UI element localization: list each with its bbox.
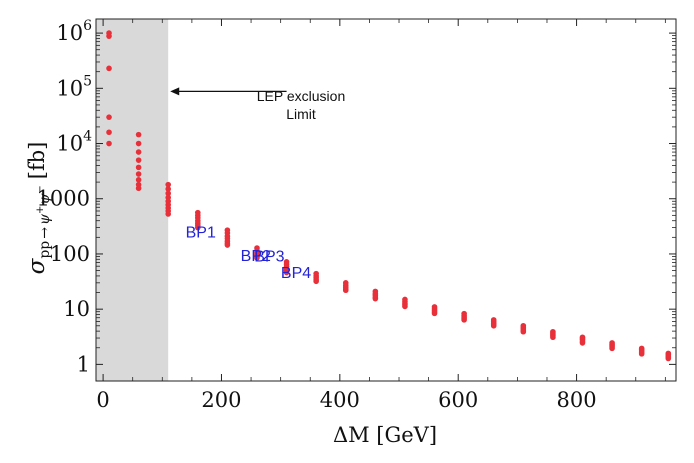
plot-background xyxy=(96,19,676,381)
ylabel-sub-pp: pp xyxy=(37,241,53,259)
data-point xyxy=(431,310,438,317)
data-point xyxy=(165,211,172,217)
ylabel-unit: [fb] xyxy=(25,142,49,180)
data-point xyxy=(402,303,408,310)
x-axis-title: ΔM [GeV] xyxy=(333,423,437,447)
y-axis-title: σpp→ψ+ψ−[fb] xyxy=(24,142,53,275)
data-point xyxy=(254,255,260,261)
data-point xyxy=(165,190,172,197)
data-point xyxy=(342,287,349,294)
x-tick-label: 0 xyxy=(96,388,109,412)
plot-frame xyxy=(95,18,677,382)
plot-area xyxy=(96,19,676,381)
ylabel-sub-psi1: ψ xyxy=(37,213,53,225)
benchmark-label: BP3 xyxy=(254,248,284,265)
data-point xyxy=(135,140,142,147)
data-point xyxy=(135,157,142,163)
ylabel-sup-plus: + xyxy=(35,206,46,214)
data-point xyxy=(224,242,231,248)
y-tick-exponent: 6 xyxy=(83,18,92,34)
x-tick-label: 800 xyxy=(557,388,597,412)
data-points xyxy=(106,30,672,362)
data-point xyxy=(106,65,112,72)
y-tick-label: 10 xyxy=(63,297,90,321)
benchmark-label: BP1 xyxy=(186,224,216,241)
x-tick-label: 600 xyxy=(438,388,478,412)
data-point xyxy=(106,129,112,136)
ylabel-sub-psi2: ψ xyxy=(37,193,53,205)
data-point xyxy=(135,177,142,183)
annotation-arrow-head xyxy=(170,87,180,96)
data-point xyxy=(135,185,142,192)
data-point xyxy=(135,131,142,138)
frame-border xyxy=(95,18,677,382)
y-tick-label: 105 xyxy=(56,73,92,100)
y-tick-label: 100 xyxy=(50,242,90,266)
data-point xyxy=(490,322,497,329)
data-point xyxy=(372,295,379,302)
x-axis: 0 200 400 600 800 xyxy=(96,19,666,412)
data-point xyxy=(638,351,645,357)
x-tick-label: 400 xyxy=(320,388,360,412)
annotation-line2: Limit xyxy=(286,106,316,122)
data-point xyxy=(283,269,290,276)
data-point xyxy=(194,224,201,231)
y-tick-base: 10 xyxy=(56,132,83,156)
y-tick-base: 10 xyxy=(56,21,83,45)
data-point xyxy=(550,334,556,341)
y-tick-label: 1 xyxy=(77,352,90,376)
data-point xyxy=(135,171,142,177)
data-point xyxy=(165,181,172,188)
data-point xyxy=(579,340,586,346)
data-point xyxy=(106,33,112,39)
y-tick-label: 106 xyxy=(56,18,92,45)
ylabel-sigma: σ xyxy=(24,257,50,274)
data-point xyxy=(665,355,672,362)
y-tick-exponent: 4 xyxy=(83,129,92,145)
ylabel-sub-arrow: → xyxy=(37,227,53,239)
shaded-region xyxy=(96,19,169,381)
x-tick-label: 200 xyxy=(201,388,241,412)
data-point xyxy=(135,164,142,171)
data-point xyxy=(106,140,112,147)
data-point xyxy=(106,114,112,120)
data-point xyxy=(609,345,615,352)
data-point xyxy=(165,186,172,192)
y-tick-label: 1000 xyxy=(37,187,90,211)
y-tick-exponent: 5 xyxy=(83,73,92,89)
lep-annotation: LEP exclusion Limit xyxy=(170,87,345,122)
y-tick-base: 10 xyxy=(56,76,83,100)
lep-exclusion-region xyxy=(96,19,169,381)
benchmark-label: BP4 xyxy=(281,265,311,282)
data-point xyxy=(313,278,319,285)
ylabel-sup-minus: − xyxy=(35,185,46,193)
benchmark-label: BP2 xyxy=(241,248,271,265)
annotation-line1: LEP exclusion xyxy=(257,88,345,104)
data-point xyxy=(461,317,467,323)
data-point xyxy=(520,328,527,335)
data-point xyxy=(135,149,142,155)
y-tick-label: 104 xyxy=(56,129,92,156)
